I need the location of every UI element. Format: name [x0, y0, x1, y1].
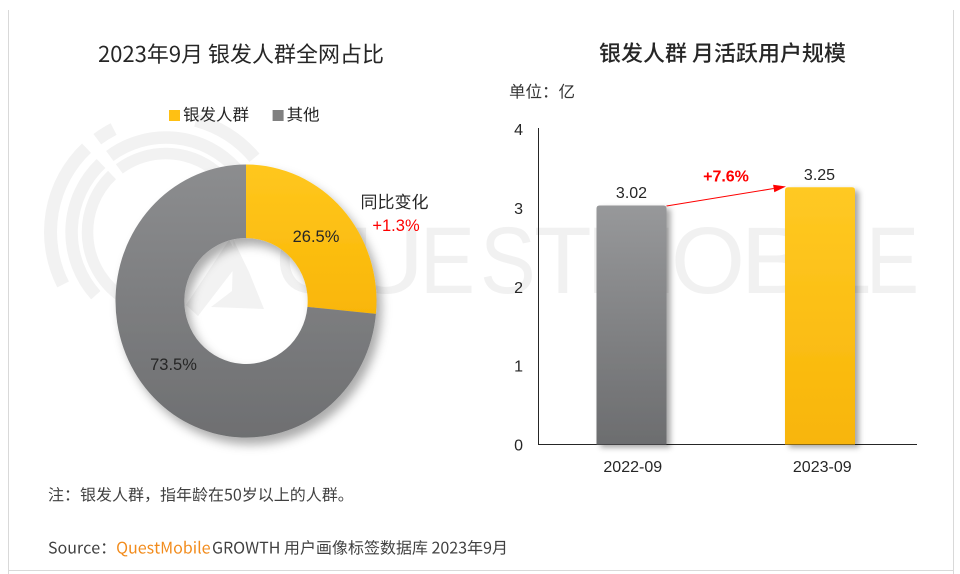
- svg-text:2022-09: 2022-09: [603, 459, 662, 476]
- svg-text:3.02: 3.02: [616, 185, 647, 202]
- svg-text:0: 0: [514, 438, 523, 455]
- svg-text:T: T: [534, 208, 592, 314]
- svg-text:E: E: [420, 208, 475, 314]
- svg-text:73.5%: 73.5%: [150, 356, 197, 374]
- svg-text:3: 3: [514, 201, 523, 218]
- svg-text:+7.6%: +7.6%: [703, 169, 749, 186]
- svg-text:4: 4: [514, 122, 523, 139]
- svg-text:2: 2: [514, 280, 523, 297]
- svg-text:1: 1: [514, 359, 523, 376]
- svg-text:2023-09: 2023-09: [793, 459, 852, 476]
- svg-text:3.25: 3.25: [804, 167, 835, 184]
- svg-text:E: E: [866, 208, 919, 314]
- svg-text:26.5%: 26.5%: [293, 228, 340, 246]
- svg-text:O: O: [671, 208, 745, 314]
- svg-text:+1.3%: +1.3%: [372, 217, 420, 235]
- svg-text:S: S: [480, 208, 536, 314]
